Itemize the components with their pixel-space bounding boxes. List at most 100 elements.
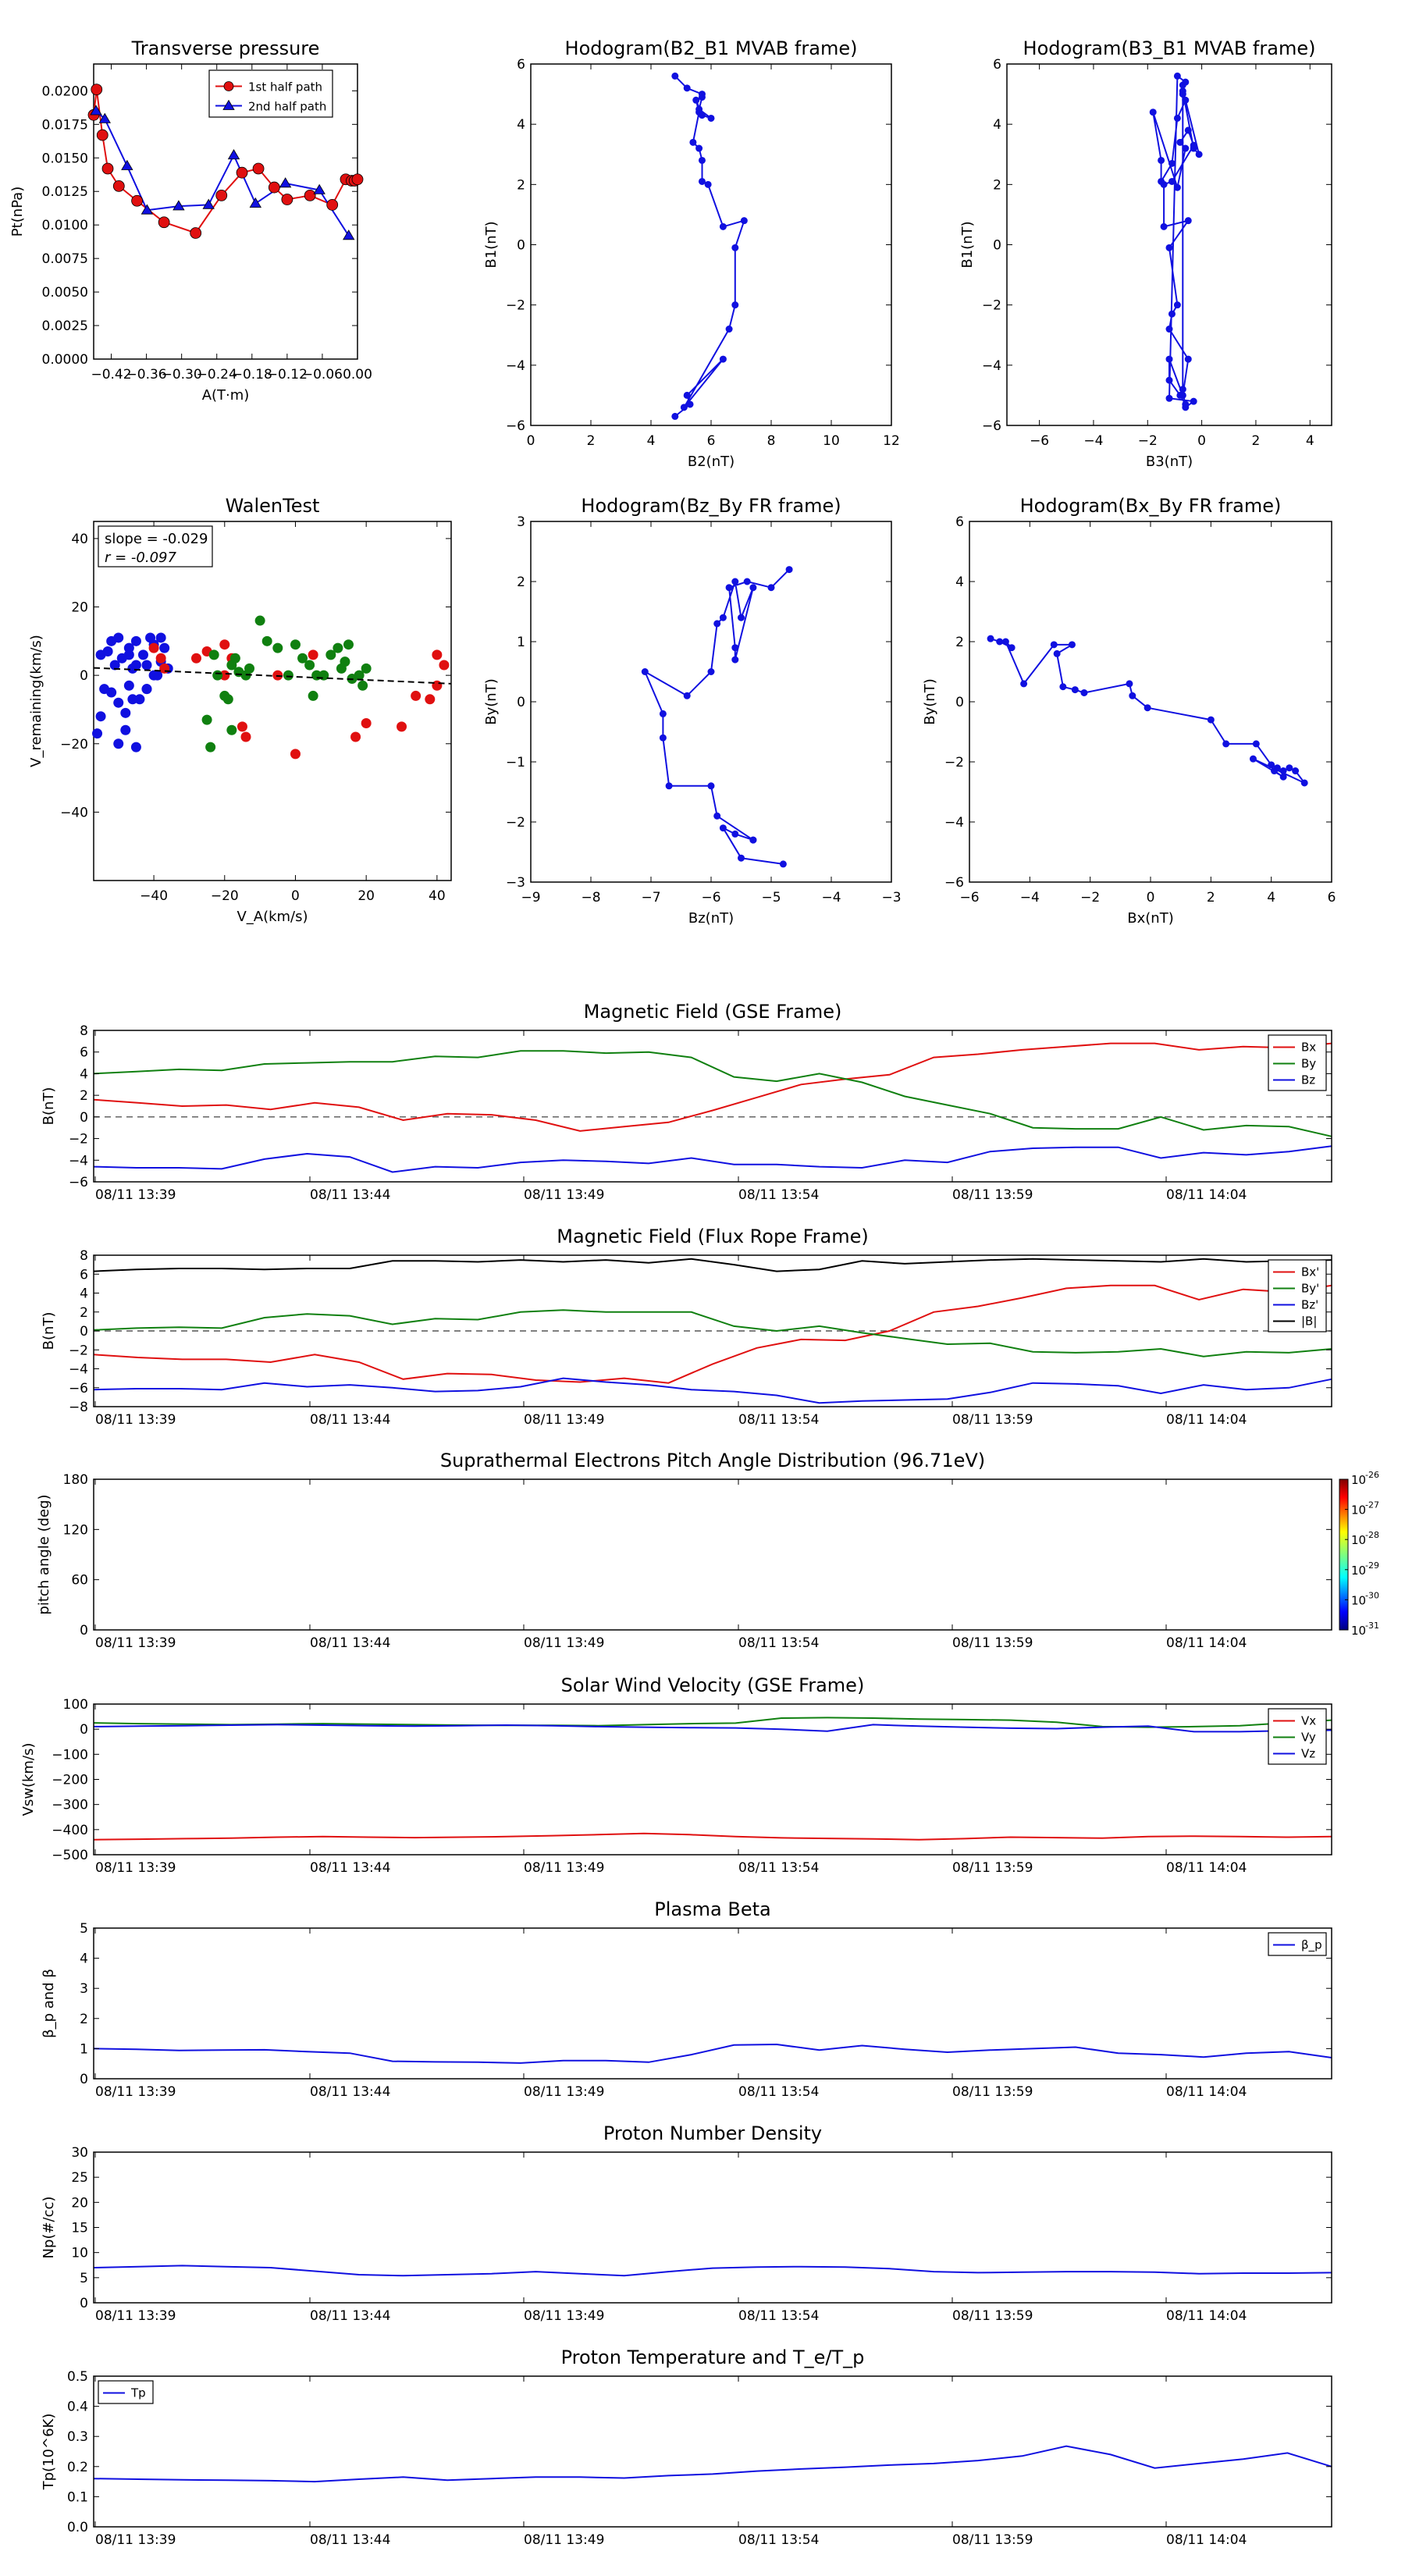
y-tick-label: −4 (69, 1153, 88, 1169)
panel-hodo1: Hodogram(B2_B1 MVAB frame) −6 −4 −2 0 2 4 6 0 2 4 6… (483, 37, 900, 470)
time-tick-label: 08/11 13:39 (95, 1635, 176, 1651)
walen-point-green (208, 649, 219, 660)
y-tick-label: 2 (80, 1305, 88, 1321)
walen-point-red (219, 639, 230, 650)
y-axis-label: β_p and β (41, 1969, 57, 2038)
data-point-1st-half (252, 162, 265, 175)
y-tick-label: 1 (517, 635, 525, 650)
x-tick-label: −2 (1138, 433, 1158, 449)
y-tick-label: 6 (517, 57, 525, 73)
data-point-1st-half (91, 84, 103, 96)
x-tick-label: −0.42 (91, 367, 131, 382)
y-tick-label: 0 (80, 2296, 88, 2311)
hodogram-point (641, 668, 649, 675)
y-tick-label: 2 (517, 575, 525, 590)
plot-frame (93, 2151, 1332, 2304)
y-axis-label: Np(#/cc) (41, 2197, 57, 2259)
hodogram-point (1001, 638, 1009, 646)
hodogram-point (1268, 761, 1275, 769)
y-tick-label: 5 (80, 2271, 88, 2286)
y-tick-label: −20 (60, 737, 88, 753)
x-tick-label: −40 (140, 888, 168, 904)
panel-walen: WalenTest −40 −20 0 20 40 −40 −20 0 20 40 V_A(km/s)… (28, 495, 452, 925)
x-tick-label: −0.12 (267, 367, 308, 382)
y-axis-label: Tp(10^6K) (41, 2414, 57, 2491)
legend-label: β_p (1301, 1938, 1322, 1953)
y-tick-label: 0 (80, 1110, 88, 1126)
y-tick-label: −400 (52, 1823, 88, 1838)
hodogram-point (1168, 177, 1176, 185)
hodogram-point (683, 692, 691, 699)
hodogram-point (749, 836, 757, 844)
legend-label: By' (1301, 1282, 1319, 1296)
legend-label: 1st half path (248, 80, 322, 94)
y-tick-label: 4 (80, 1066, 88, 1082)
y-tick-label: 0.0125 (42, 184, 88, 200)
hodogram-point (659, 710, 667, 717)
x-tick-label: 0 (291, 888, 300, 904)
hodogram-point (1144, 704, 1151, 712)
x-tick-label: −0.30 (162, 367, 202, 382)
hodogram-point (659, 734, 667, 742)
y-tick-label: −2 (69, 1343, 88, 1358)
hodogram-point (1059, 683, 1067, 691)
time-tick-label: 08/11 13:59 (952, 2532, 1033, 2548)
hodogram-point (698, 177, 706, 185)
hodogram-point (1160, 222, 1168, 230)
x-tick-label: 6 (707, 433, 716, 449)
hodogram-point (1126, 680, 1133, 688)
hodogram-point (1252, 740, 1260, 748)
data-point-2nd-half (202, 198, 215, 209)
series-line-Bz (93, 1145, 1332, 1173)
colorbar-label-base: 10 (1351, 1593, 1366, 1607)
walen-point-green (343, 639, 354, 650)
walen-point-red (361, 717, 372, 728)
walen-point-green (212, 670, 223, 681)
hodogram-point (749, 584, 757, 592)
hodogram-point (686, 400, 694, 408)
hodogram-point (695, 105, 703, 113)
walen-point-blue (141, 684, 152, 695)
y-tick-label: 100 (63, 1697, 88, 1713)
plot-frame (530, 521, 892, 883)
walen-point-green (308, 690, 318, 701)
hodogram-point (1184, 355, 1192, 363)
hodogram-point (695, 144, 703, 152)
walen-point-green (222, 694, 233, 705)
y-tick-label: 15 (71, 2221, 88, 2236)
hodogram-point (719, 614, 727, 621)
x-tick-label: 20 (357, 888, 375, 904)
legend-label: Bx (1301, 1041, 1316, 1055)
hodogram-point (1184, 126, 1192, 134)
series-line-|B| (93, 1258, 1332, 1272)
time-tick-label: 08/11 13:49 (524, 1187, 604, 1203)
y-axis-label: B(nT) (41, 1087, 57, 1126)
hodogram-point (767, 584, 775, 592)
walen-point-red (148, 642, 159, 653)
y-tick-label: 0 (517, 695, 525, 710)
y-tick-label: 4 (993, 117, 1001, 133)
hodogram-point (1165, 376, 1173, 384)
hodogram-point (671, 412, 679, 420)
plot-frame (93, 1927, 1332, 2080)
colorbar-label-base: 10 (1351, 1503, 1366, 1517)
series-line-By' (93, 1309, 1332, 1357)
walen-point-green (340, 656, 350, 667)
hodogram-point (1182, 96, 1190, 104)
series-line-Vz (93, 1724, 1332, 1733)
series-line-Bx (93, 1042, 1332, 1132)
walen-point-green (290, 639, 301, 650)
hodogram-point (1271, 767, 1279, 775)
hodogram-point (731, 656, 739, 664)
walen-point-green (272, 642, 283, 653)
legend-label: |B| (1301, 1315, 1317, 1329)
y-axis-label: Vsw(km/s) (20, 1743, 37, 1816)
walen-point-blue (130, 742, 141, 753)
x-tick-label: 10 (823, 433, 840, 449)
time-tick-label: 08/11 13:49 (524, 2308, 604, 2324)
x-tick-label: 0 (1147, 890, 1155, 906)
time-tick-label: 08/11 13:49 (524, 2532, 604, 2548)
time-tick-label: 08/11 13:49 (524, 1635, 604, 1651)
hodogram-point (1176, 138, 1184, 146)
hodogram-point (1080, 688, 1088, 696)
